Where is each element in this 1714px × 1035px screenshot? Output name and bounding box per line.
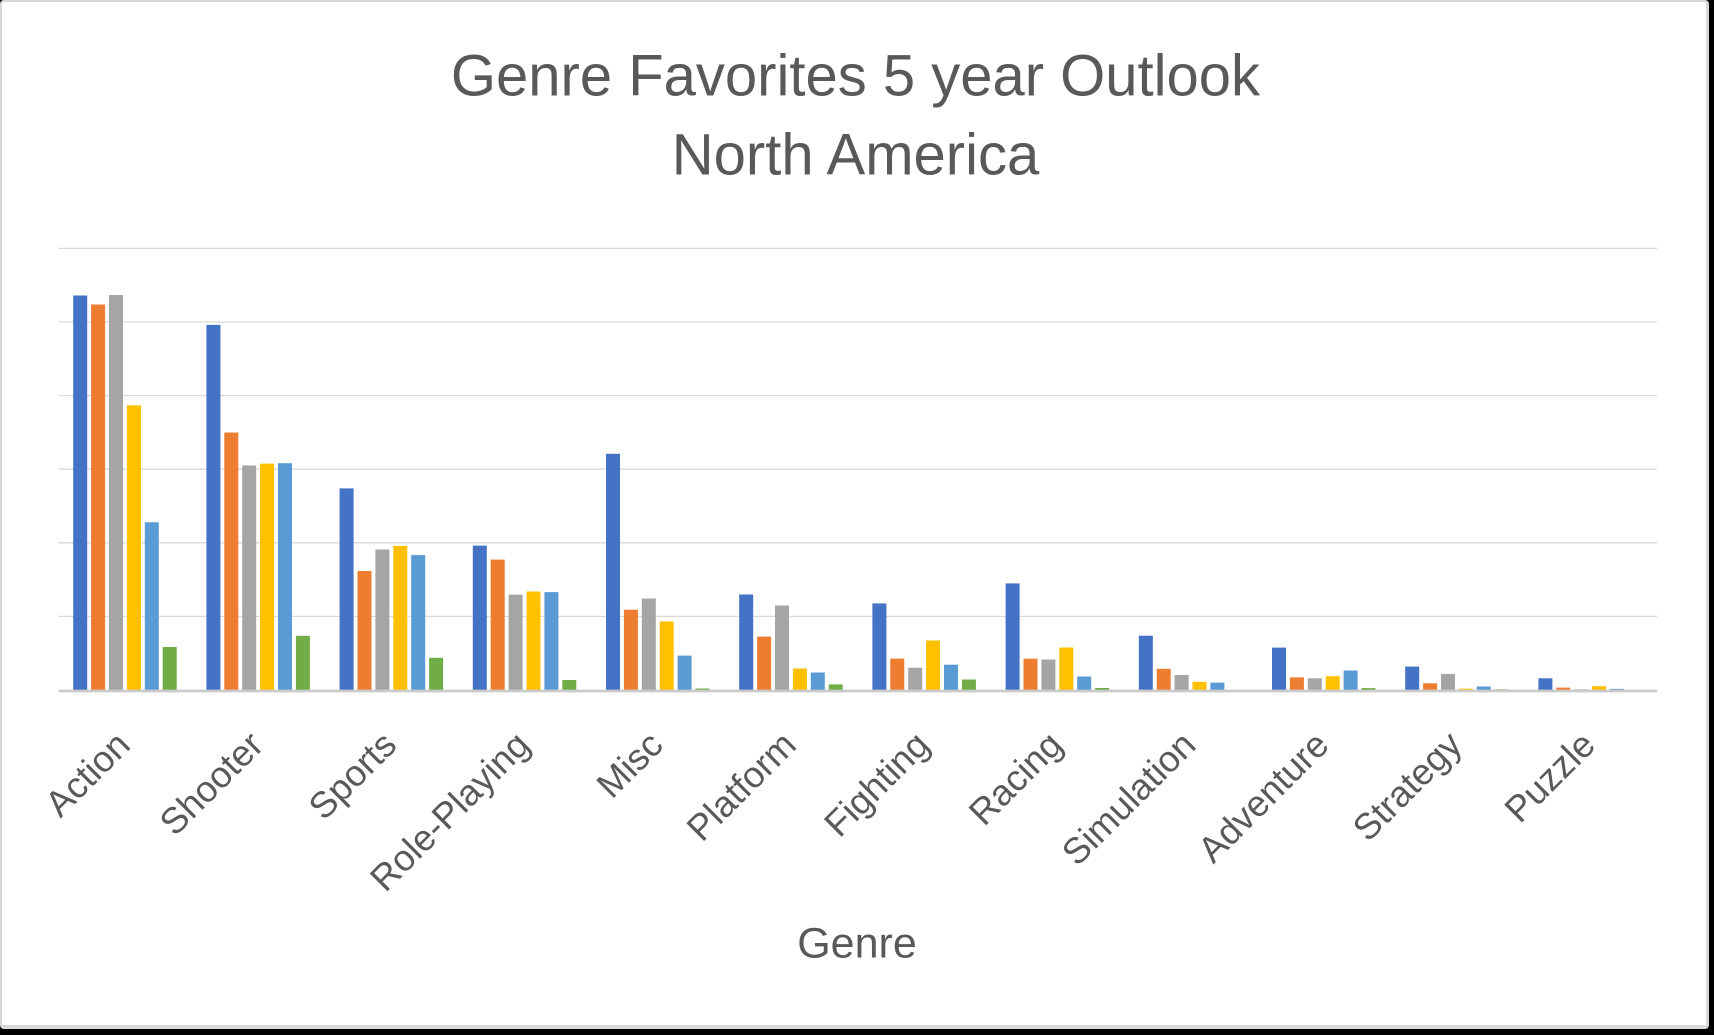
svg-text:Simulation: Simulation: [1054, 724, 1203, 873]
svg-text:North America: North America: [672, 123, 1040, 188]
svg-text:Action: Action: [37, 724, 138, 825]
svg-text:Shooter: Shooter: [152, 724, 271, 843]
svg-text:Adventure: Adventure: [1190, 724, 1337, 871]
svg-text:Puzzle: Puzzle: [1496, 724, 1602, 830]
svg-text:Genre Favorites 5 year Outlook: Genre Favorites 5 year Outlook: [451, 44, 1261, 109]
svg-text:Sports: Sports: [301, 724, 405, 828]
svg-text:Racing: Racing: [961, 724, 1070, 833]
svg-text:Misc: Misc: [589, 724, 671, 806]
svg-text:Platform: Platform: [679, 724, 804, 849]
svg-text:Fighting: Fighting: [816, 724, 937, 845]
svg-text:Strategy: Strategy: [1345, 723, 1471, 849]
svg-text:Genre: Genre: [797, 920, 917, 968]
